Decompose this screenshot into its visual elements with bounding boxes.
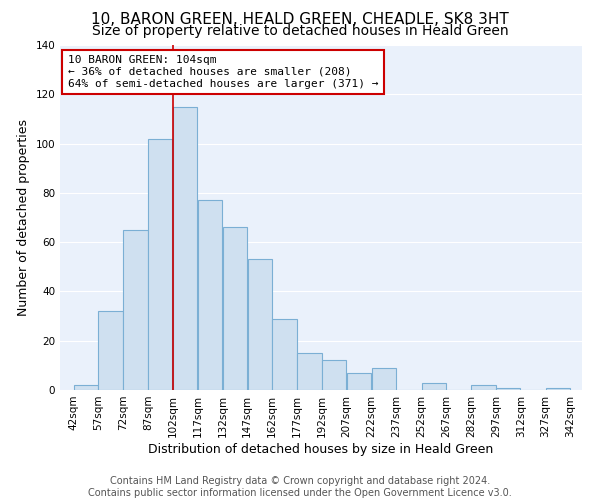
Bar <box>297 353 322 390</box>
Bar <box>173 106 197 390</box>
Bar <box>322 360 346 390</box>
Text: 10, BARON GREEN, HEALD GREEN, CHEADLE, SK8 3HT: 10, BARON GREEN, HEALD GREEN, CHEADLE, S… <box>91 12 509 28</box>
Bar <box>123 230 148 390</box>
Bar <box>272 318 297 390</box>
Text: Size of property relative to detached houses in Heald Green: Size of property relative to detached ho… <box>92 24 508 38</box>
X-axis label: Distribution of detached houses by size in Heald Green: Distribution of detached houses by size … <box>148 442 494 456</box>
Y-axis label: Number of detached properties: Number of detached properties <box>17 119 30 316</box>
Bar <box>546 388 570 390</box>
Bar <box>148 138 172 390</box>
Bar <box>422 382 446 390</box>
Bar <box>74 385 98 390</box>
Text: Contains HM Land Registry data © Crown copyright and database right 2024.
Contai: Contains HM Land Registry data © Crown c… <box>88 476 512 498</box>
Bar <box>223 228 247 390</box>
Bar <box>372 368 396 390</box>
Bar <box>98 311 123 390</box>
Bar <box>347 373 371 390</box>
Bar <box>496 388 520 390</box>
Bar <box>198 200 222 390</box>
Bar <box>471 385 496 390</box>
Text: 10 BARON GREEN: 104sqm
← 36% of detached houses are smaller (208)
64% of semi-de: 10 BARON GREEN: 104sqm ← 36% of detached… <box>68 56 379 88</box>
Bar <box>248 260 272 390</box>
